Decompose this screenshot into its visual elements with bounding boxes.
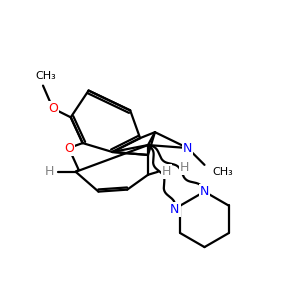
Text: N: N <box>200 185 209 198</box>
Text: CH₃: CH₃ <box>212 167 233 177</box>
Text: CH₃: CH₃ <box>36 71 56 81</box>
Text: H: H <box>162 165 171 178</box>
Text: N: N <box>183 142 192 154</box>
Text: O: O <box>64 142 74 154</box>
Text: H: H <box>44 165 54 178</box>
Text: N: N <box>170 203 179 216</box>
Text: O: O <box>48 102 58 115</box>
Text: H: H <box>180 161 189 174</box>
